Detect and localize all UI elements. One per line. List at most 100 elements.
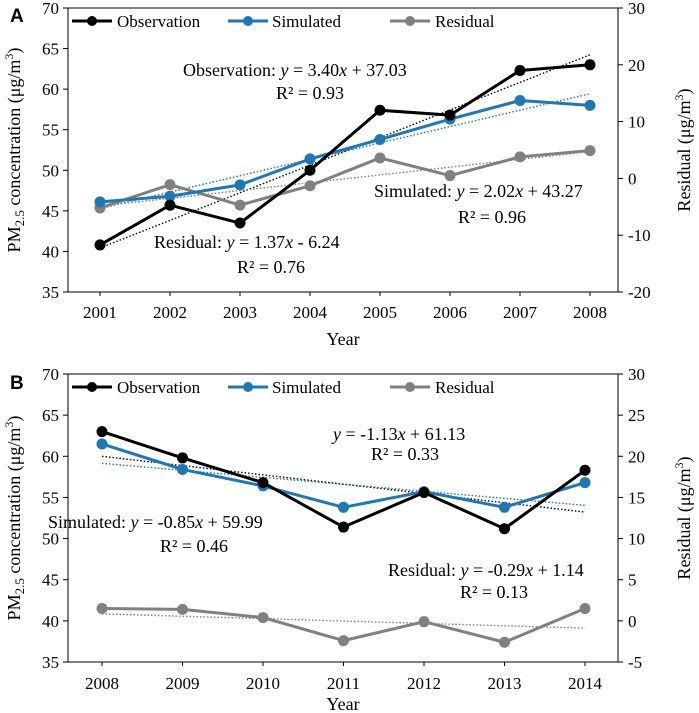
equation-annotation: Residual: y = -0.29x + 1.14 [388,560,584,580]
legend-label-simulated: Simulated [272,378,341,397]
data-point-simulated [234,179,246,191]
equation-x: x [284,232,293,252]
y2-tick-label: 10 [628,530,645,549]
equation-y: y [455,181,465,201]
data-point-residual [96,603,108,615]
legend-marker-observation [87,382,97,392]
data-point-observation [374,104,386,116]
equation-y: y [278,60,288,80]
equation-intercept: + 61.13 [406,424,466,444]
equation-label: Residual: [388,560,461,580]
legend-background [69,9,513,31]
data-point-observation [584,59,596,71]
y-tick-label: 40 [42,612,59,631]
data-point-residual [374,152,386,164]
y2-tick-label: 5 [628,571,637,590]
data-point-residual [514,151,526,163]
y2-axis-label-main: Residual (μg/m [674,100,695,211]
y2-tick-label: 30 [628,0,645,18]
data-point-residual [164,179,176,191]
legend-label-simulated: Simulated [272,12,341,31]
x-tick-label: 2012 [407,674,441,693]
y2-tick-label: 20 [628,447,645,466]
y-tick-label: 35 [42,653,59,672]
y-axis-label-end: ) [4,48,25,54]
y-axis-label-sub: 2.5 [12,210,27,226]
y-axis-label-sub: 2.5 [12,578,27,594]
trendline-observation [99,54,591,249]
y-axis-label-main: PM [4,594,24,620]
y-tick-label: 40 [42,242,59,261]
data-point-observation [499,523,510,535]
y2-tick-label: 25 [628,406,645,425]
x-tick-label: 2008 [85,674,119,693]
series-line-observation [99,63,591,247]
y2-tick-label: -5 [628,653,642,672]
equation-y: y [459,560,469,580]
x-axis-label: Year [326,694,359,713]
equation-y: y [129,512,139,532]
data-point-residual [579,603,591,615]
data-point-simulated [499,501,510,513]
y-tick-label: 50 [42,161,59,180]
y-axis-label-sup: 3 [2,54,16,60]
y-tick-label: 65 [42,40,59,59]
data-point-residual [444,170,456,182]
y2-tick-label: 20 [628,56,645,75]
data-point-observation [96,426,108,438]
y-tick-label: 50 [42,530,59,549]
data-point-observation [304,164,316,176]
y-axis-label-main: PM [4,226,24,252]
y2-tick-label: -20 [628,283,651,302]
data-point-simulated [338,501,349,513]
y-tick-label: 45 [42,202,59,221]
y2-tick-label: 0 [628,612,637,631]
y2-tick-label: 30 [628,365,645,384]
equation-label: Simulated: [48,512,131,532]
equation-label: Residual: [154,232,227,252]
x-tick-label: 2002 [153,303,187,322]
x-tick-label: 2005 [363,303,397,322]
legend-label-observation: Observation [117,378,201,397]
series-line-simulated [99,99,591,204]
equation-slope: = -0.29 [469,560,526,580]
x-tick-label: 2001 [83,303,117,322]
r-squared-annotation: R² = 0.46 [160,536,228,556]
y-tick-label: 45 [42,571,59,590]
equation-slope: = 3.40 [288,60,339,80]
data-point-observation [177,452,188,464]
equation-intercept: + 43.27 [523,181,583,201]
equation-label: Observation: [183,60,280,80]
data-point-observation [418,486,430,498]
y2-axis-label-main: Residual (μg/m [674,468,695,579]
r-squared-annotation: R² = 0.33 [371,444,439,464]
equation-x: x [524,560,533,580]
data-point-simulated [584,99,596,111]
y2-axis-label-end: ) [674,456,695,462]
data-point-residual [234,199,246,211]
equation-intercept: - 6.24 [293,232,340,252]
r-squared-annotation: R² = 0.76 [237,257,305,277]
y2-axis-label: Residual (μg/m3) [672,88,695,211]
data-point-simulated [304,153,316,165]
equation-annotation: Residual: y = 1.37x - 6.24 [154,232,340,252]
y-axis-label-rest: concentration (μg/m [4,428,25,579]
data-point-observation [164,199,176,211]
legend-marker-residual [405,382,415,392]
y2-axis-label-sup: 3 [672,94,686,100]
y-tick-label: 55 [42,488,59,507]
x-axis-label: Year [326,329,359,349]
data-point-simulated [579,477,591,489]
y2-axis-label-sup: 3 [672,462,686,468]
x-tick-label: 2006 [433,303,467,322]
data-point-residual [499,636,510,648]
equation-intercept: + 37.03 [347,60,407,80]
data-point-simulated [96,438,108,450]
y-axis-label-end: ) [4,416,25,422]
data-point-observation [444,109,456,121]
equation-annotation: Simulated: y = 2.02x + 43.27 [374,181,583,201]
data-point-observation [234,217,246,229]
legend-label-observation: Observation [117,12,201,31]
y-axis-label: PM2.5 concentration (μg/m3) [2,48,27,253]
x-tick-label: 2010 [246,674,280,693]
